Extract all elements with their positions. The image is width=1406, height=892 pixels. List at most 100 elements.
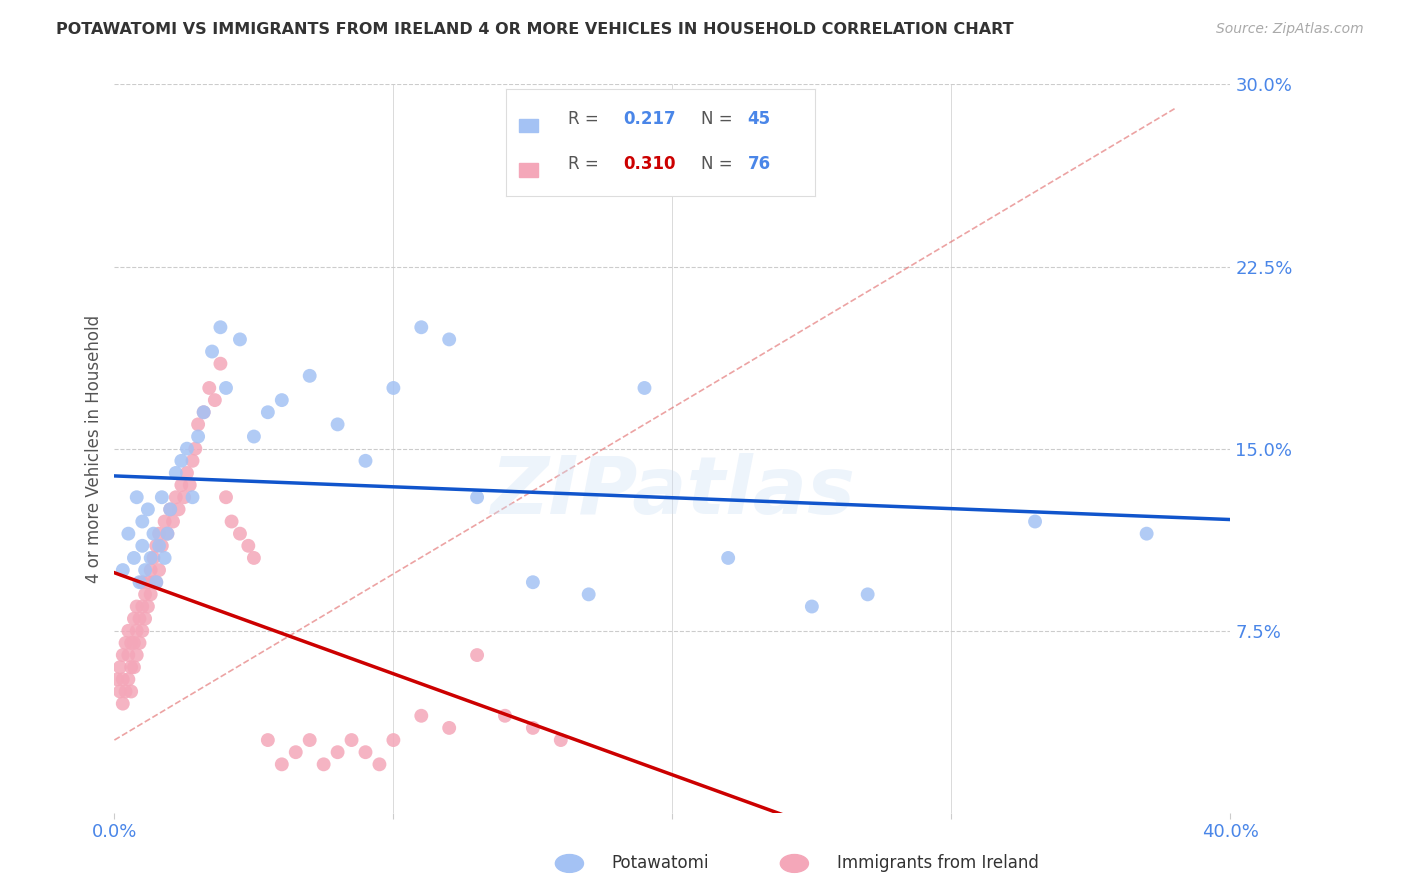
Point	[437, 721, 460, 735]
Point	[120, 660, 142, 674]
Point	[201, 344, 224, 359]
Point	[550, 733, 572, 747]
Point	[125, 490, 148, 504]
Point	[176, 442, 198, 456]
Point	[170, 478, 193, 492]
Point	[111, 563, 134, 577]
Point	[131, 599, 153, 614]
Point	[856, 587, 879, 601]
Text: ZIPatlas: ZIPatlas	[489, 453, 855, 532]
Point	[125, 624, 148, 638]
Point	[298, 368, 321, 383]
Point	[111, 648, 134, 662]
Point	[522, 575, 544, 590]
Point	[270, 393, 292, 408]
Point	[354, 745, 377, 759]
Bar	[519, 119, 538, 132]
Point	[150, 490, 173, 504]
Point	[108, 660, 131, 674]
Point	[1136, 526, 1159, 541]
Text: 0.217: 0.217	[624, 111, 676, 128]
Point	[159, 502, 181, 516]
Point	[176, 466, 198, 480]
Point	[131, 575, 153, 590]
Text: POTAWATOMI VS IMMIGRANTS FROM IRELAND 4 OR MORE VEHICLES IN HOUSEHOLD CORRELATIO: POTAWATOMI VS IMMIGRANTS FROM IRELAND 4 …	[56, 22, 1014, 37]
Text: Source: ZipAtlas.com: Source: ZipAtlas.com	[1216, 22, 1364, 37]
Point	[179, 478, 201, 492]
Point	[111, 697, 134, 711]
Point	[800, 599, 823, 614]
Point	[229, 332, 252, 346]
Point	[411, 708, 433, 723]
Point	[122, 660, 145, 674]
Point	[162, 515, 184, 529]
Point	[312, 757, 335, 772]
Point	[633, 381, 655, 395]
Point	[128, 636, 150, 650]
Point	[465, 490, 488, 504]
Point	[148, 563, 170, 577]
Point	[187, 417, 209, 432]
Point	[165, 466, 187, 480]
Point	[229, 526, 252, 541]
Point	[114, 684, 136, 698]
Text: R =: R =	[568, 111, 599, 128]
Bar	[519, 163, 538, 177]
Text: 45: 45	[748, 111, 770, 128]
Y-axis label: 4 or more Vehicles in Household: 4 or more Vehicles in Household	[86, 315, 103, 582]
Point	[368, 757, 391, 772]
Point	[122, 550, 145, 565]
Point	[193, 405, 215, 419]
Point	[187, 429, 209, 443]
Point	[117, 648, 139, 662]
Point	[159, 502, 181, 516]
Point	[150, 539, 173, 553]
Point	[142, 550, 165, 565]
Point	[717, 550, 740, 565]
Point	[437, 332, 460, 346]
Point	[156, 526, 179, 541]
Point	[134, 563, 156, 577]
Point	[105, 673, 128, 687]
Point	[243, 550, 266, 565]
Point	[578, 587, 600, 601]
Point	[257, 733, 280, 747]
Point	[142, 575, 165, 590]
Point	[165, 490, 187, 504]
Point	[1024, 515, 1046, 529]
Point	[167, 502, 190, 516]
Point	[298, 733, 321, 747]
Point	[139, 587, 162, 601]
Point	[215, 381, 238, 395]
Point	[128, 575, 150, 590]
Text: N =: N =	[702, 155, 733, 173]
Point	[111, 673, 134, 687]
Point	[238, 539, 260, 553]
Point	[145, 575, 167, 590]
Text: 76: 76	[748, 155, 770, 173]
Point	[136, 599, 159, 614]
Point	[131, 624, 153, 638]
Point	[125, 648, 148, 662]
Text: N =: N =	[702, 111, 733, 128]
Point	[522, 721, 544, 735]
Point	[173, 490, 195, 504]
Point	[125, 599, 148, 614]
Point	[120, 636, 142, 650]
Point	[270, 757, 292, 772]
Text: 0.310: 0.310	[624, 155, 676, 173]
Point	[181, 490, 204, 504]
Point	[326, 417, 349, 432]
Point	[215, 490, 238, 504]
Text: R =: R =	[568, 155, 599, 173]
Point	[136, 502, 159, 516]
Point	[122, 636, 145, 650]
Point	[153, 515, 176, 529]
Point	[326, 745, 349, 759]
Point	[145, 539, 167, 553]
Text: Potawatomi: Potawatomi	[612, 855, 709, 872]
Point	[193, 405, 215, 419]
Point	[148, 539, 170, 553]
Point	[243, 429, 266, 443]
Point	[120, 684, 142, 698]
